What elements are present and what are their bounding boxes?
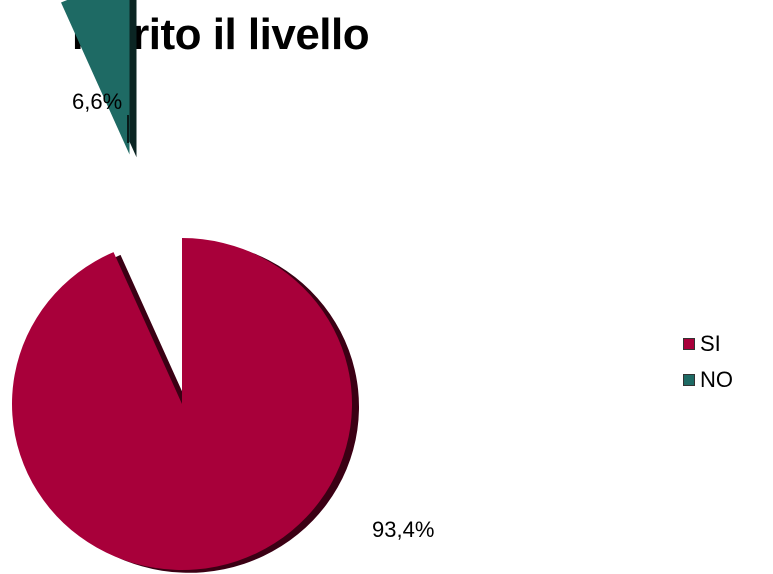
legend-swatch-si bbox=[683, 338, 695, 350]
legend-label-si: SI bbox=[700, 331, 721, 356]
pie-slice-si bbox=[11, 238, 352, 570]
legend-swatch-no bbox=[683, 374, 695, 386]
legend-item-si: SI bbox=[683, 326, 733, 362]
data-label-si: 93,4% bbox=[372, 517, 434, 542]
legend: SI NO bbox=[683, 326, 733, 398]
pie-slice-no bbox=[61, 0, 130, 155]
legend-label-no: NO bbox=[700, 367, 733, 392]
legend-item-no: NO bbox=[683, 362, 733, 398]
data-label-no: 6,6% bbox=[72, 89, 122, 114]
